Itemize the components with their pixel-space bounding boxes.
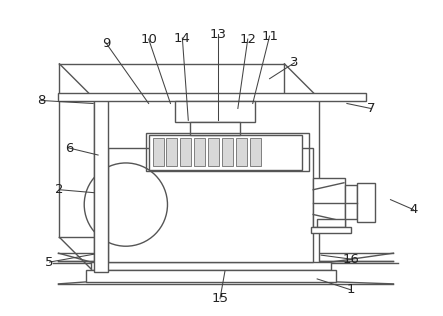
Bar [108,148,313,262]
Text: 6: 6 [65,142,74,155]
Bar [250,138,260,166]
Bar [167,138,177,166]
Text: 16: 16 [342,252,359,266]
Bar [313,178,345,228]
Bar [91,262,331,270]
Bar [180,138,191,166]
Text: 4: 4 [409,203,417,216]
Text: 7: 7 [366,102,375,115]
Text: 5: 5 [45,256,54,269]
Bar [345,185,357,219]
Text: 13: 13 [210,27,226,40]
Bar [311,228,351,233]
Bar [108,148,128,262]
Bar [190,122,240,135]
Text: 2: 2 [55,183,64,196]
Bar [94,99,319,272]
Bar [222,138,233,166]
Text: 10: 10 [140,33,157,46]
Text: 8: 8 [37,94,46,107]
Text: 12: 12 [239,33,256,46]
Bar [152,138,163,166]
Text: 9: 9 [102,37,110,50]
Text: 3: 3 [290,56,299,69]
Bar [149,135,302,170]
Bar [357,183,375,222]
Bar [236,138,247,166]
Bar [317,219,345,228]
Bar [86,270,336,282]
Bar [58,93,366,100]
Bar [146,133,309,171]
Text: 1: 1 [346,283,355,296]
Text: 14: 14 [174,32,191,45]
Bar [194,138,205,166]
Text: 15: 15 [211,292,229,305]
Bar [94,99,108,272]
Bar [175,100,255,122]
Text: 11: 11 [261,30,278,43]
Bar [208,138,219,166]
